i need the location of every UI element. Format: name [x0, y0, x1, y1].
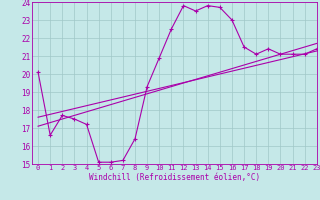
X-axis label: Windchill (Refroidissement éolien,°C): Windchill (Refroidissement éolien,°C) [89, 173, 260, 182]
